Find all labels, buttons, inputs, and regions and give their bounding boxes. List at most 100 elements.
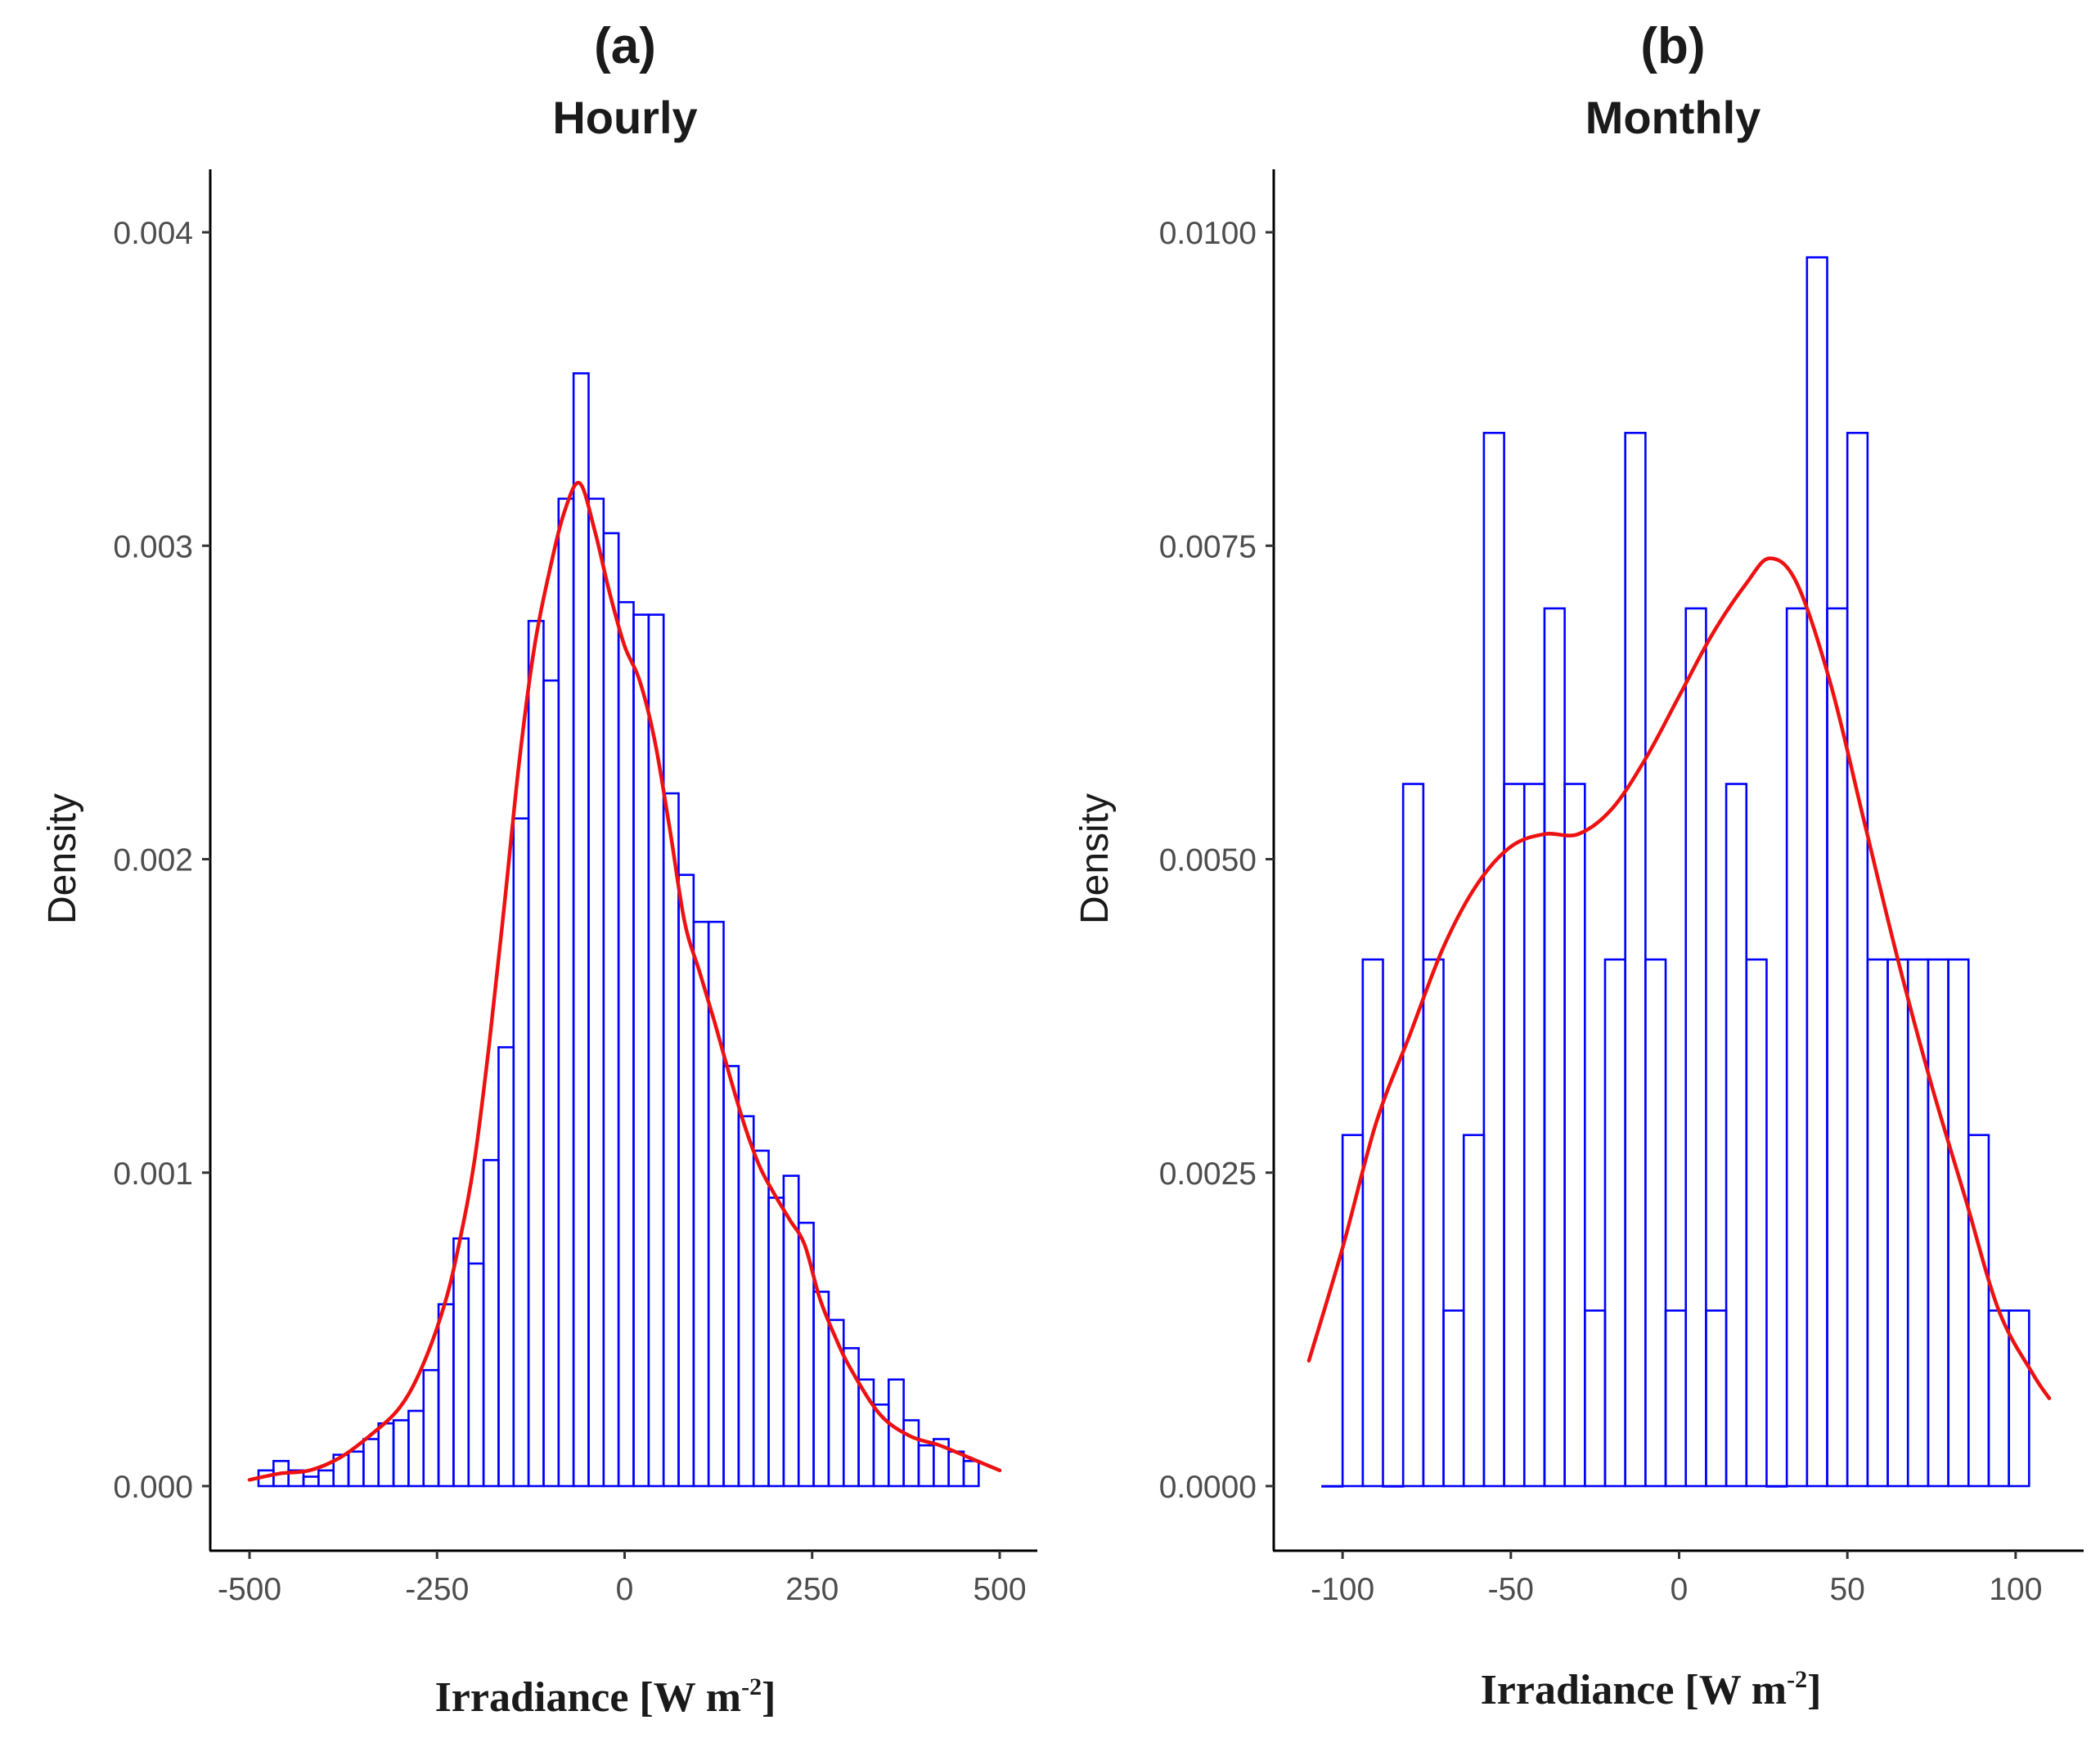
histogram-bar (1664, 1309, 1688, 1488)
histogram-bar (1522, 783, 1546, 1488)
monthly-panel: (b) Monthly 0.0000 0.0025 0.0050 0.0075 0.01… (1073, 18, 2084, 1713)
histogram-bar (677, 873, 695, 1488)
histogram-bar (692, 920, 710, 1488)
histogram-bar (1846, 431, 1869, 1488)
density-curve (247, 480, 1002, 1482)
histogram-bar (1644, 958, 1667, 1488)
histogram-bar (1866, 958, 1889, 1488)
histogram-bar (632, 613, 650, 1488)
histogram-bar (722, 1065, 740, 1488)
y-axis-ticks: 0.000 0.001 0.002 0.003 0.004 (113, 216, 210, 1505)
histogram-bar (527, 619, 545, 1488)
x-tick-label: -500 (218, 1572, 281, 1607)
histogram-bar (362, 1438, 380, 1488)
histogram-bar (452, 1237, 470, 1488)
histogram-bar (1684, 607, 1707, 1488)
histogram-bar (1947, 958, 1970, 1488)
histogram-bar (542, 679, 560, 1488)
x-tick-label: 250 (785, 1572, 839, 1607)
histogram-bar (767, 1197, 785, 1488)
x-axis-title-main: Irradiance [W m (435, 1674, 742, 1721)
density-curve (1306, 556, 2052, 1400)
x-tick-label: -100 (1311, 1572, 1374, 1607)
histogram-bar (1361, 958, 1384, 1488)
x-axis-ticks: -100 -50 0 50 100 (1311, 1551, 2042, 1607)
y-tick-label: 0.0000 (1159, 1470, 1257, 1505)
histogram-bar (572, 372, 590, 1488)
x-axis-title-superscript: -2 (741, 1673, 762, 1700)
histogram-bar (1886, 958, 1909, 1488)
histogram-bar (1705, 1309, 1728, 1488)
histogram-bar (1321, 1484, 1344, 1488)
histogram-bar (1765, 1484, 1788, 1488)
histogram-bar (827, 1318, 845, 1488)
histogram-bar (2008, 1309, 2030, 1488)
histogram-bar (1543, 607, 1566, 1488)
histogram-bar (1442, 1309, 1465, 1488)
histogram-bars (1321, 256, 2030, 1488)
histogram-bar (662, 792, 680, 1488)
histogram-bar (947, 1450, 965, 1488)
x-tick-label: -50 (1488, 1572, 1534, 1607)
y-tick-label: 0.0050 (1159, 843, 1257, 878)
histogram-bar (1987, 1309, 2010, 1488)
y-tick-label: 0.004 (113, 216, 193, 251)
histogram-bar (1725, 783, 1748, 1488)
histogram-bar (1967, 1134, 1990, 1488)
histogram-bar (1745, 958, 1768, 1488)
histogram-bar (917, 1444, 935, 1488)
panel-label: (a) (594, 18, 656, 74)
histogram-bar (602, 532, 620, 1488)
histogram-bar (1401, 783, 1425, 1488)
x-tick-label: 50 (1829, 1572, 1864, 1607)
histogram-bar (1462, 1134, 1486, 1488)
histogram-bar (902, 1419, 920, 1488)
histogram-bar (1785, 607, 1809, 1488)
y-tick-label: 0.001 (113, 1156, 193, 1192)
histogram-bar (587, 497, 605, 1488)
histogram-bar (317, 1469, 335, 1488)
histogram-bar (557, 497, 575, 1488)
histogram-bar (752, 1149, 770, 1488)
histogram-bar (422, 1368, 440, 1488)
histogram-bar (1624, 431, 1647, 1488)
y-tick-label: 0.0075 (1159, 529, 1257, 564)
histogram-bar (1503, 783, 1526, 1488)
histogram-bar (962, 1460, 980, 1488)
x-axis-title: Irradiance [W m-2] (1481, 1666, 1822, 1713)
histogram-bar (392, 1419, 410, 1488)
y-axis-title: Density (1073, 793, 1117, 924)
histogram-bar (1927, 958, 1949, 1488)
histogram-bar (737, 1115, 755, 1488)
histogram-bar (437, 1303, 455, 1488)
chart-title: Monthly (1585, 92, 1761, 143)
y-tick-label: 0.000 (113, 1470, 193, 1505)
x-axis-title-close: ] (762, 1674, 776, 1721)
histogram-bar (467, 1262, 485, 1488)
histogram-bar (1482, 431, 1505, 1488)
histogram-bar (512, 817, 530, 1488)
x-axis-title-main: Irradiance [W m (1481, 1667, 1787, 1713)
histogram-bars (257, 372, 980, 1488)
x-axis-ticks: -500 -250 0 250 500 (218, 1551, 1027, 1607)
histogram-bar (407, 1409, 425, 1488)
x-axis-title: Irradiance [W m-2] (435, 1673, 776, 1721)
y-tick-label: 0.003 (113, 529, 193, 564)
panel-label: (b) (1640, 18, 1705, 74)
x-axis-title-superscript: -2 (1787, 1666, 1807, 1693)
histogram-bar (1805, 256, 1828, 1488)
histogram-bar (1603, 958, 1626, 1488)
hourly-panel: (a) Hourly 0.000 0.001 0.002 0.003 0.004 -50… (41, 18, 1037, 1721)
histogram-bar (1584, 1309, 1607, 1488)
x-tick-label: -250 (405, 1572, 469, 1607)
y-axis-ticks: 0.0000 0.0025 0.0050 0.0075 0.0100 (1159, 216, 1274, 1505)
histogram-bar (1422, 958, 1445, 1488)
y-tick-label: 0.0025 (1159, 1156, 1257, 1192)
histogram-bar (302, 1475, 320, 1488)
x-tick-label: 0 (1671, 1572, 1689, 1607)
histogram-bar (617, 600, 635, 1488)
y-tick-label: 0.002 (113, 843, 193, 878)
histogram-bar (482, 1159, 500, 1488)
histogram-bar (1563, 783, 1586, 1488)
y-tick-label: 0.0100 (1159, 216, 1257, 251)
